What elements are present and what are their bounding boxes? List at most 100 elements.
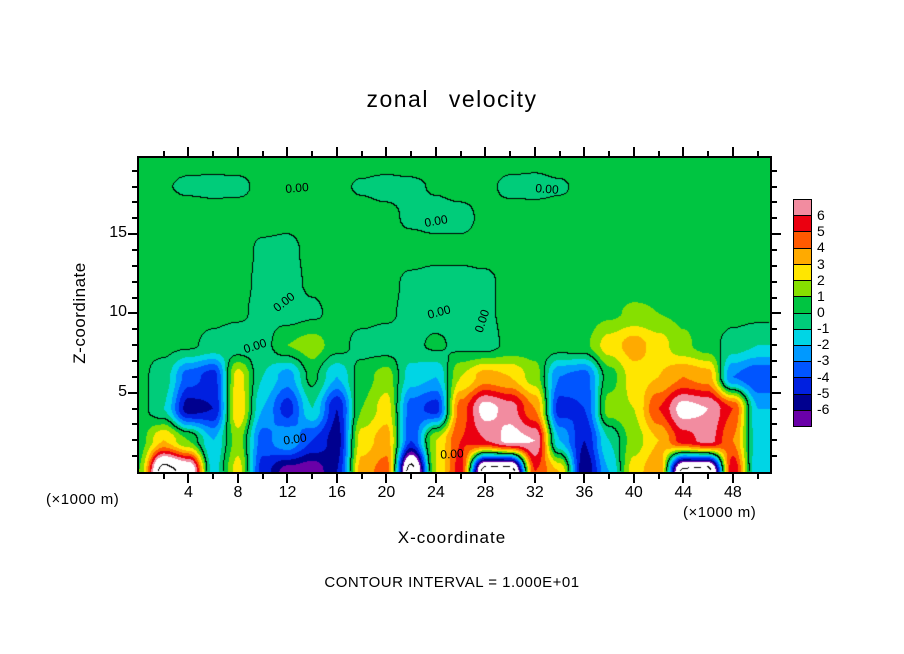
y-tick-right [772,455,777,458]
x-tick-bottom [533,474,536,483]
y-tick-left [132,439,137,442]
y-tick-left [132,328,137,331]
x-tick-top [484,147,487,156]
x-tick-bottom [509,474,512,479]
colorbar-tick-label: -6 [817,400,830,417]
y-tick-right [772,375,777,378]
contour-plot-canvas [139,158,770,472]
colorbar-cell [794,329,811,346]
x-tick-bottom [212,474,215,479]
x-tick-top [632,147,635,156]
x-tick-top [682,147,685,156]
x-tick-bottom [682,474,685,483]
y-tick-left [128,312,137,315]
x-tick-top [731,147,734,156]
y-tick-left [132,280,137,283]
colorbar-cell [794,378,811,395]
x-tick-bottom [756,474,759,479]
x-tick-bottom [410,474,413,479]
x-tick-top [533,147,536,156]
x-tick-bottom [286,474,289,483]
colorbar-tick-label: -4 [817,368,830,385]
colorbar-cell [794,313,811,330]
x-tick-top [286,147,289,156]
y-tick-right [772,201,777,204]
colorbar-tick-label: -1 [817,320,830,337]
colorbar-tick-label: 1 [817,287,825,304]
y-tick-left [132,359,137,362]
y-tick-right [772,407,777,410]
y-tick-left [132,423,137,426]
x-tick-top [657,151,660,156]
x-tick-top [558,151,561,156]
colorbar-cell [794,248,811,265]
x-tick-label: 12 [278,484,297,501]
colorbar-tick-label: -2 [817,336,830,353]
contour-value-label: 0.00 [439,446,465,462]
y-tick-right [772,391,781,394]
x-tick-label: 24 [427,484,445,501]
x-tick-top [261,151,264,156]
y-tick-right [772,439,777,442]
y-tick-left [132,201,137,204]
x-tick-top [608,151,611,156]
colorbar-tick-label: 0 [817,304,825,320]
colorbar-tick-label: 6 [817,207,825,224]
colorbar-tick-label: -5 [817,384,830,401]
contour-interval-note: CONTOUR INTERVAL = 1.000E+01 [324,574,580,591]
x-tick-top [509,151,512,156]
colorbar [793,199,812,427]
x-tick-bottom [261,474,264,479]
x-tick-top [583,147,586,156]
x-tick-bottom [484,474,487,483]
x-tick-bottom [335,474,338,483]
x-tick-label: 44 [674,484,693,501]
x-tick-bottom [608,474,611,479]
x-tick-bottom [162,474,165,479]
y-tick-left [132,344,137,347]
y-tick-left [132,264,137,267]
x-tick-top [236,147,239,156]
y-tick-right [772,169,777,172]
x-tick-bottom [707,474,710,479]
x-unit-label: (×1000 m) [683,504,757,521]
y-tick-right [772,264,777,267]
y-tick-right [772,217,777,220]
x-tick-bottom [236,474,239,483]
y-tick-left [128,391,137,394]
contour-value-label: 0.00 [284,180,309,197]
y-tick-right [772,359,777,362]
plot-area: 4 8 12 16 20 24 28 32 36 40 44 48 5 10 15 0.00 0.00 0.00 0… [109,147,781,501]
x-tick-bottom [583,474,586,483]
colorbar-tick-label: 2 [817,271,825,288]
colorbar-tick-label: 5 [817,223,825,240]
x-tick-label: 28 [476,484,495,501]
x-tick-bottom [632,474,635,483]
x-tick-label: 16 [328,484,346,501]
colorbar-cell [794,297,811,314]
colorbar-tick-label: 3 [817,255,825,272]
colorbar-cell [794,362,811,379]
colorbar-cell [794,232,811,249]
colorbar-cell [794,281,811,298]
y-tick-left [132,185,137,188]
x-tick-bottom [360,474,363,479]
x-tick-label: 32 [526,484,544,501]
x-tick-top [707,151,710,156]
y-tick-left [132,455,137,458]
x-tick-bottom [311,474,314,479]
page-title: zonal velocity [366,86,538,112]
y-tick-left [132,407,137,410]
y-tick-left [132,169,137,172]
x-tick-top [459,151,462,156]
colorbar-tick-label: -3 [817,352,830,369]
y-tick-left [128,233,137,236]
x-tick-label: 8 [233,484,243,501]
y-tick-label: 10 [109,303,127,321]
y-unit-label: (×1000 m) [46,491,120,508]
x-tick-bottom [385,474,388,483]
y-tick-right [772,185,777,188]
x-tick-top [410,151,413,156]
y-tick-right [772,312,781,315]
